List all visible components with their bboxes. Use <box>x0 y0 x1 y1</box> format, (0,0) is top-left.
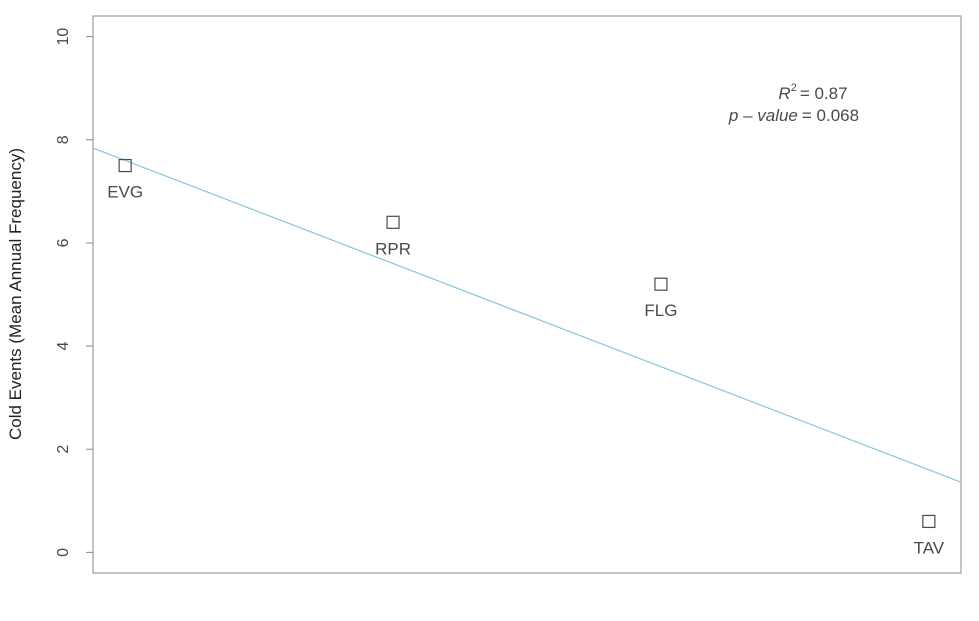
y-tick-label: 2 <box>55 445 72 454</box>
data-point-evg <box>118 158 132 173</box>
r-squared-text: R2 = 0.87 <box>778 82 847 103</box>
point-label-evg: EVG <box>107 183 143 202</box>
data-point-flg <box>654 277 668 291</box>
data-point-tav <box>922 514 936 529</box>
regression-line <box>92 147 962 483</box>
point-label-flg: FLG <box>644 301 677 320</box>
p-value-text: p – value = 0.068 <box>728 106 859 125</box>
data-points: EVG RPR FLG TAV <box>107 158 945 557</box>
y-tick-label: 10 <box>55 28 72 46</box>
y-tick-label: 0 <box>55 548 72 557</box>
y-tick-label: 6 <box>55 238 72 247</box>
point-label-tav: TAV <box>914 538 945 557</box>
y-axis-label: Cold Events (Mean Annual Frequency) <box>6 148 25 440</box>
y-axis: 0 2 4 6 8 10 <box>55 28 94 557</box>
y-tick-label: 8 <box>55 135 72 144</box>
y-tick-label: 4 <box>55 342 72 351</box>
point-label-rpr: RPR <box>375 239 411 258</box>
data-point-rpr <box>386 215 400 229</box>
stats-annotation: R2 = 0.87 p – value = 0.068 <box>728 82 859 125</box>
